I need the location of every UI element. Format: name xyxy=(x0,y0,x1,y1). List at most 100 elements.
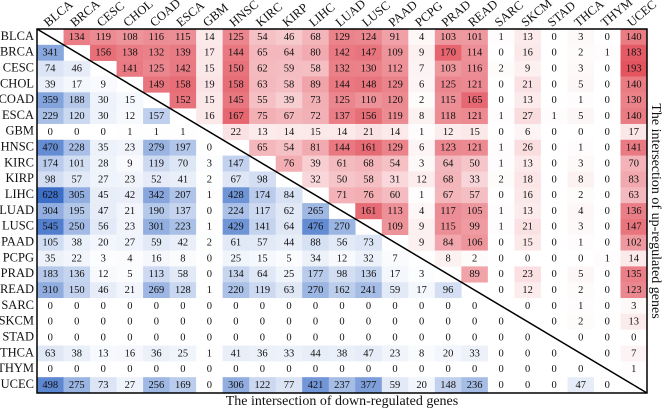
cell xyxy=(355,44,383,61)
cell-label: 0 xyxy=(552,95,557,106)
cell xyxy=(143,44,170,61)
cell xyxy=(143,187,170,204)
cell-label: 428 xyxy=(228,190,244,201)
row-label: KIRP xyxy=(6,171,35,185)
cell-label: 0 xyxy=(499,285,504,296)
cell-label: 2 xyxy=(499,174,504,185)
cell-label: 99 xyxy=(469,222,480,233)
cell-label: 183 xyxy=(626,48,642,59)
cell-label: 0 xyxy=(552,253,557,264)
cell-label: 0 xyxy=(552,364,557,375)
cell-label: 16 xyxy=(125,348,136,359)
cell xyxy=(540,345,568,362)
cell xyxy=(222,155,250,172)
cell-label: 31 xyxy=(390,174,401,185)
cell xyxy=(116,44,144,61)
cell xyxy=(567,76,595,93)
cell xyxy=(63,282,91,299)
cell xyxy=(222,203,250,220)
cell-label: 132 xyxy=(334,63,350,74)
cell-label: 0 xyxy=(605,143,610,154)
cell-label: 0 xyxy=(180,317,185,328)
cell-label: 142 xyxy=(175,63,191,74)
cell-label: 63 xyxy=(628,190,639,201)
cell xyxy=(169,298,197,315)
cell-label: 125 xyxy=(440,79,456,90)
y-axis-title: The intersection of up-regulated genes xyxy=(648,103,663,318)
cell xyxy=(169,282,197,299)
cell xyxy=(249,123,276,141)
cell-label: 174 xyxy=(42,158,59,169)
cell-label: 121 xyxy=(467,111,483,122)
cell-label: 165 xyxy=(467,95,483,106)
cell-label: 0 xyxy=(180,333,185,344)
cell xyxy=(169,76,197,93)
cell xyxy=(620,139,648,156)
cell xyxy=(143,60,170,77)
cell xyxy=(593,187,621,204)
cell xyxy=(540,155,568,172)
cell xyxy=(196,266,223,283)
cell-label: 16 xyxy=(204,111,215,122)
cell xyxy=(381,361,409,378)
cell xyxy=(302,377,330,394)
cell-label: 4 xyxy=(578,206,584,217)
cell-label: 67 xyxy=(231,174,242,185)
cell-label: 156 xyxy=(95,48,111,59)
cell xyxy=(143,203,170,220)
cell xyxy=(275,29,303,46)
cell xyxy=(222,187,250,204)
cell xyxy=(408,282,436,299)
cell-label: 15 xyxy=(310,127,321,138)
cell-label: 83 xyxy=(628,174,639,185)
cell-label: 130 xyxy=(626,95,642,106)
cell xyxy=(567,361,595,378)
cell-label: 147 xyxy=(361,48,377,59)
cell-label: 8 xyxy=(419,348,424,359)
cell-label: 124 xyxy=(361,32,378,43)
cell xyxy=(116,155,144,172)
cell xyxy=(461,139,489,156)
cell xyxy=(461,345,489,362)
cell xyxy=(90,234,117,251)
cell-label: 22 xyxy=(72,253,83,264)
cell-label: 119 xyxy=(149,158,164,169)
cell xyxy=(302,345,330,362)
row-label: KIRC xyxy=(4,155,34,169)
cell-label: 0 xyxy=(605,127,610,138)
cell xyxy=(249,313,276,330)
cell xyxy=(143,345,170,362)
cell-label: 0 xyxy=(286,301,291,312)
cell-label: 30 xyxy=(98,111,109,122)
cell-label: 228 xyxy=(69,143,85,154)
cell xyxy=(328,171,356,188)
cell xyxy=(249,203,276,220)
cell xyxy=(355,250,383,267)
cell xyxy=(461,29,489,46)
cell xyxy=(143,108,170,125)
row-label: HNSC xyxy=(1,140,34,154)
cell xyxy=(169,29,197,46)
cell xyxy=(90,361,117,378)
cell xyxy=(63,76,91,93)
cell xyxy=(408,329,436,346)
cell-label: 0 xyxy=(525,301,530,312)
row-label: STAD xyxy=(2,329,34,343)
cell xyxy=(249,250,276,267)
cell-label: 64 xyxy=(284,48,295,59)
cell-label: 55 xyxy=(257,95,268,106)
cell xyxy=(143,76,170,93)
cell xyxy=(63,234,91,251)
cell xyxy=(169,234,197,251)
cell-label: 1 xyxy=(499,222,504,233)
cell-label: 0 xyxy=(605,190,610,201)
cell xyxy=(63,123,91,141)
cell xyxy=(169,155,197,172)
cell xyxy=(249,29,276,46)
cell xyxy=(434,361,462,378)
cell xyxy=(434,298,462,315)
cell-label: 77 xyxy=(284,380,295,391)
cell xyxy=(302,139,330,156)
cell xyxy=(90,29,117,46)
cell xyxy=(381,76,409,93)
